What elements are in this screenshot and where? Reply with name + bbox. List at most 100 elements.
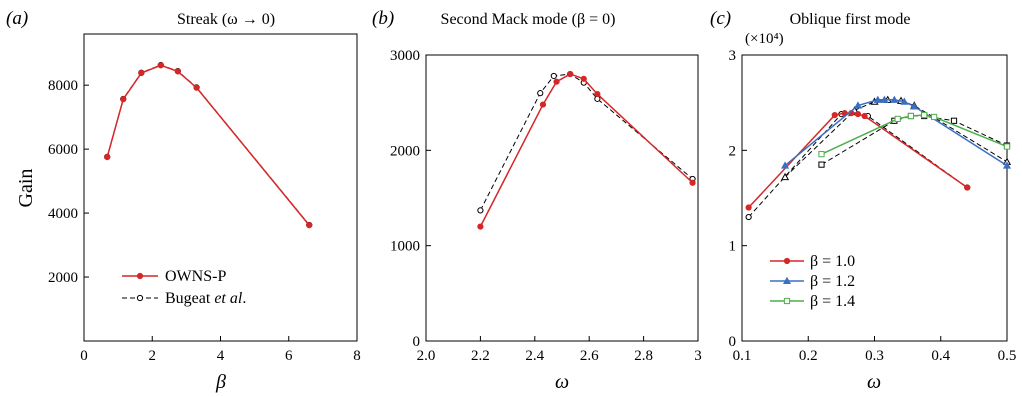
ticks-a: 0 2 4 6 8 2000 4000 6000 8000: [48, 78, 361, 364]
y-tick-label: 2000: [48, 270, 78, 286]
y-tick-label: 4000: [48, 206, 78, 222]
data-point: [890, 95, 899, 103]
series--1-0: [745, 110, 971, 211]
data-point: [104, 154, 111, 161]
data-point: [553, 78, 560, 85]
data-point: [193, 84, 200, 91]
x-tick-label: 2.2: [471, 348, 490, 364]
y-tick-label: 1000: [390, 239, 420, 255]
data-point: [550, 72, 557, 80]
series--1-4: [818, 111, 1011, 158]
legend-a: OWNS-P Bugeat et al.: [122, 268, 246, 307]
data-point: [873, 95, 882, 103]
data-point: [306, 222, 313, 229]
series--1-2: [781, 95, 1012, 169]
series-line: [821, 114, 1008, 155]
x-axis-label-c: ω: [867, 371, 881, 393]
x-tick-label: 3: [694, 348, 702, 364]
data-point: [594, 90, 601, 98]
legend-label: OWNS-P: [165, 268, 226, 285]
series-bugeat-et-al-: [104, 61, 313, 229]
x-tick-label: 4: [217, 348, 225, 364]
data-point: [539, 101, 547, 108]
x-tick-label: 0.2: [799, 348, 818, 364]
y-tick-label: 2000: [390, 143, 420, 159]
series-line: [748, 112, 968, 209]
data-point: [1002, 161, 1012, 169]
x-tick-label: 2: [149, 348, 157, 364]
legend-marker: [783, 257, 791, 265]
x-tick-label: 8: [353, 348, 361, 364]
data-point: [900, 97, 909, 105]
panel-c: (c) Oblique first mode (×10⁴) ω 0.1 0.2 0.…: [710, 8, 1016, 393]
plot-frame-b: [425, 54, 699, 342]
legend-marker: [782, 276, 792, 285]
y-tick-label: 0: [413, 334, 421, 350]
data-point: [921, 111, 928, 119]
y-tick-label: 6000: [48, 142, 78, 158]
data-point: [880, 95, 889, 103]
legend-label: β = 1.2: [810, 273, 855, 290]
y-tick-label: 1: [729, 239, 737, 255]
legend-marker: [136, 294, 144, 302]
x-tick-label: 0.5: [998, 348, 1017, 364]
series-b: [477, 70, 696, 230]
x-tick-label: 2.8: [634, 348, 653, 364]
x-tick-label: 0.3: [865, 348, 884, 364]
panel-a-title: Streak (ω → 0): [177, 11, 275, 28]
y-tick-label: 3000: [390, 48, 420, 64]
data-point: [861, 112, 868, 120]
data-point: [854, 111, 862, 118]
data-point: [477, 223, 484, 230]
data-point: [580, 75, 587, 82]
data-point: [477, 207, 484, 214]
legend-c: β = 1.0 β = 1.2 β = 1.4: [770, 253, 855, 310]
data-point: [745, 204, 752, 211]
data-point: [950, 117, 958, 124]
legend-label: β = 1.0: [810, 253, 855, 270]
series-owns-p: [104, 62, 313, 229]
data-point: [567, 70, 574, 78]
series-line: [479, 73, 693, 211]
data-point: [831, 111, 838, 119]
panel-c-title: Oblique first mode: [790, 11, 911, 28]
panel-label-c: (c): [710, 8, 731, 29]
ticks-c: 0.1 0.2 0.3 0.4 0.5 0 1 2 3: [729, 48, 1017, 364]
data-point: [781, 172, 790, 181]
x-axis-label-b: ω: [555, 371, 569, 393]
x-tick-label: 0.1: [733, 348, 752, 364]
data-point: [138, 69, 145, 77]
data-point: [689, 179, 696, 186]
panel-a: (a) Streak (ω → 0) Gain β 0 2 4 6 8 2000 4000 6…: [6, 8, 361, 393]
data-point: [1003, 143, 1011, 150]
series-owns-p: [477, 70, 696, 230]
series-line: [106, 64, 310, 226]
x-tick-label: 0: [80, 348, 88, 364]
x-tick-label: 2.4: [525, 348, 544, 364]
data-point: [745, 213, 752, 221]
y-tick-label: 2: [729, 143, 737, 159]
data-point: [781, 161, 790, 169]
x-tick-label: 2.6: [580, 348, 599, 364]
x-tick-label: 6: [285, 348, 293, 364]
data-point: [894, 115, 901, 122]
series-reference-5: [818, 112, 1011, 168]
panel-label-a: (a): [6, 8, 28, 29]
series-a: [104, 61, 313, 229]
data-point: [964, 184, 971, 191]
series-bugeat-et-al-: [477, 70, 696, 214]
y-tick-label: 3: [729, 48, 737, 64]
series-line: [106, 64, 310, 226]
legend-marker: [136, 272, 144, 280]
x-tick-label: 2.0: [417, 348, 436, 364]
series-reference-3: [745, 109, 971, 221]
panel-b: (b) Second Mack mode (β = 0) ω 2.0 2.2 2.4…: [372, 8, 702, 393]
data-point: [853, 101, 862, 109]
x-axis-label-a: β: [215, 371, 226, 393]
legend-marker: [783, 297, 791, 305]
series-line: [821, 115, 1008, 166]
data-point: [818, 151, 825, 158]
y-tick-label: 0: [729, 334, 737, 350]
x-tick-label: 0.4: [931, 348, 950, 364]
data-point: [537, 90, 544, 97]
